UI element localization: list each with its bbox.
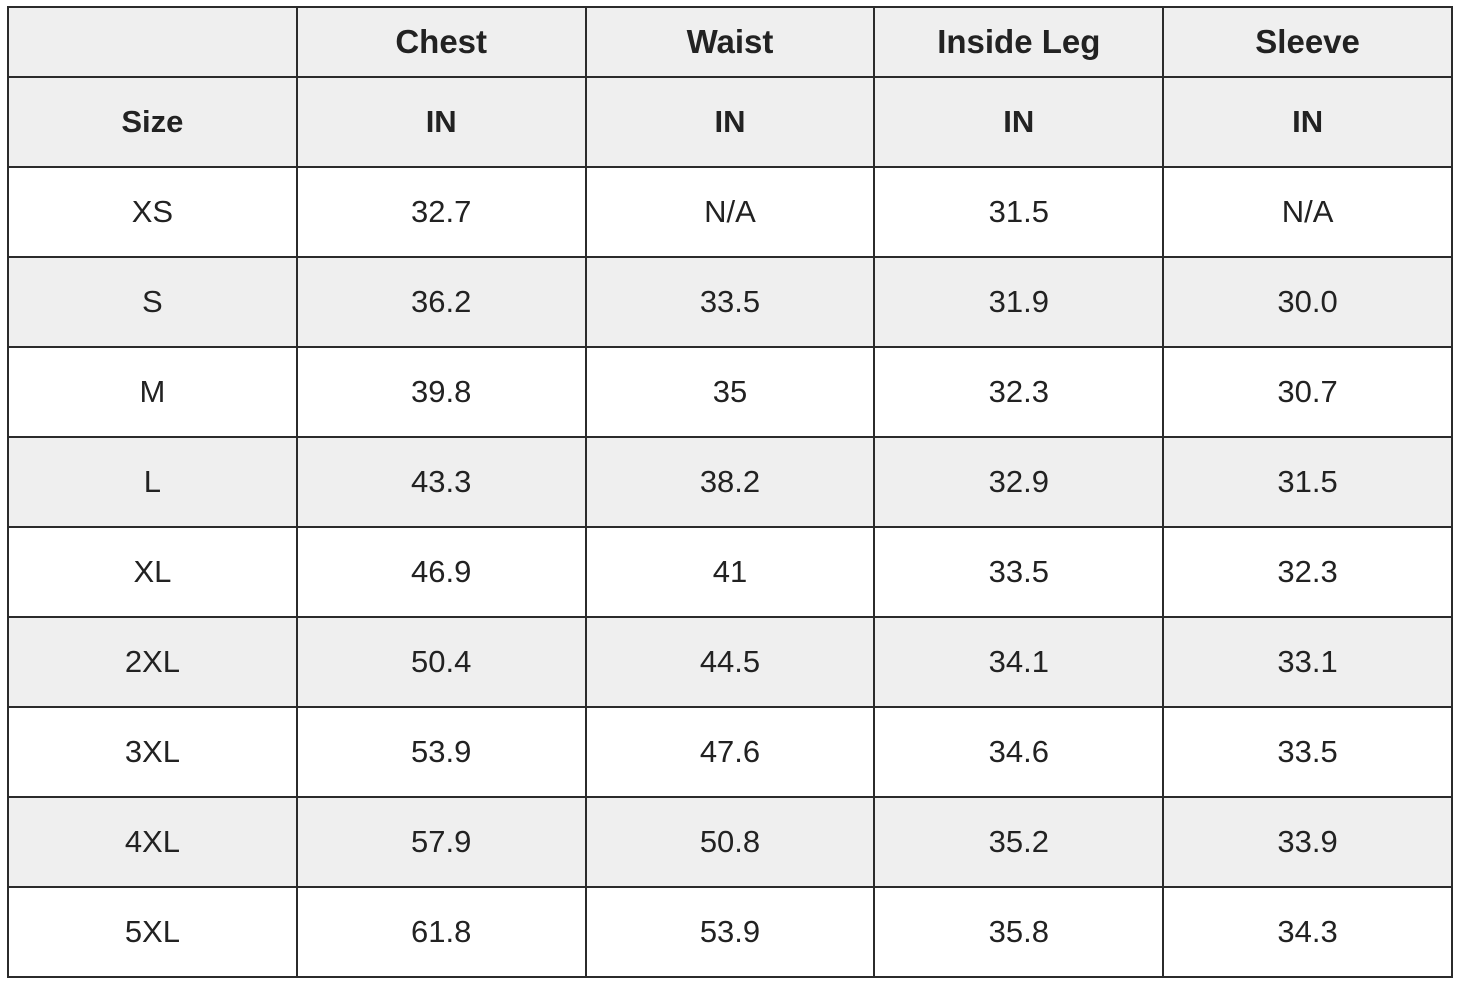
column-header: Waist bbox=[586, 8, 876, 78]
value-cell: 33.5 bbox=[1164, 708, 1453, 798]
size-cell: 4XL bbox=[9, 798, 298, 888]
value-cell: 43.3 bbox=[297, 438, 587, 528]
value-cell: N/A bbox=[1164, 168, 1453, 258]
size-cell: S bbox=[9, 258, 298, 348]
value-cell: 38.2 bbox=[586, 438, 876, 528]
unit-header: IN bbox=[1164, 78, 1453, 168]
value-cell: 53.9 bbox=[297, 708, 587, 798]
value-cell: 33.5 bbox=[586, 258, 876, 348]
size-cell: 3XL bbox=[9, 708, 298, 798]
corner-cell bbox=[9, 8, 298, 78]
unit-header: IN bbox=[875, 78, 1165, 168]
value-cell: 33.9 bbox=[1164, 798, 1453, 888]
size-cell: 2XL bbox=[9, 618, 298, 708]
value-cell: 47.6 bbox=[586, 708, 876, 798]
size-cell: 5XL bbox=[9, 888, 298, 978]
value-cell: 39.8 bbox=[297, 348, 587, 438]
value-cell: 34.1 bbox=[875, 618, 1165, 708]
unit-header: IN bbox=[586, 78, 876, 168]
value-cell: 33.1 bbox=[1164, 618, 1453, 708]
value-cell: 44.5 bbox=[586, 618, 876, 708]
value-cell: 31.5 bbox=[1164, 438, 1453, 528]
unit-header: IN bbox=[297, 78, 587, 168]
size-cell: XS bbox=[9, 168, 298, 258]
size-cell: L bbox=[9, 438, 298, 528]
column-header: Inside Leg bbox=[875, 8, 1165, 78]
value-cell: 57.9 bbox=[297, 798, 587, 888]
value-cell: 34.3 bbox=[1164, 888, 1453, 978]
value-cell: 35.8 bbox=[875, 888, 1165, 978]
value-cell: 31.5 bbox=[875, 168, 1165, 258]
value-cell: 35.2 bbox=[875, 798, 1165, 888]
value-cell: N/A bbox=[586, 168, 876, 258]
column-header: Sleeve bbox=[1164, 8, 1453, 78]
value-cell: 32.9 bbox=[875, 438, 1165, 528]
size-cell: M bbox=[9, 348, 298, 438]
column-header: Chest bbox=[297, 8, 587, 78]
value-cell: 36.2 bbox=[297, 258, 587, 348]
value-cell: 50.4 bbox=[297, 618, 587, 708]
value-cell: 35 bbox=[586, 348, 876, 438]
unit-header: Size bbox=[9, 78, 298, 168]
value-cell: 31.9 bbox=[875, 258, 1165, 348]
value-cell: 30.7 bbox=[1164, 348, 1453, 438]
size-table: Chest Waist Inside Leg Sleeve Size IN IN IN IN XS… bbox=[7, 6, 1453, 978]
value-cell: 46.9 bbox=[297, 528, 587, 618]
value-cell: 53.9 bbox=[586, 888, 876, 978]
value-cell: 41 bbox=[586, 528, 876, 618]
value-cell: 30.0 bbox=[1164, 258, 1453, 348]
value-cell: 33.5 bbox=[875, 528, 1165, 618]
value-cell: 34.6 bbox=[875, 708, 1165, 798]
value-cell: 32.3 bbox=[1164, 528, 1453, 618]
value-cell: 32.3 bbox=[875, 348, 1165, 438]
value-cell: 61.8 bbox=[297, 888, 587, 978]
value-cell: 50.8 bbox=[586, 798, 876, 888]
size-cell: XL bbox=[9, 528, 298, 618]
value-cell: 32.7 bbox=[297, 168, 587, 258]
